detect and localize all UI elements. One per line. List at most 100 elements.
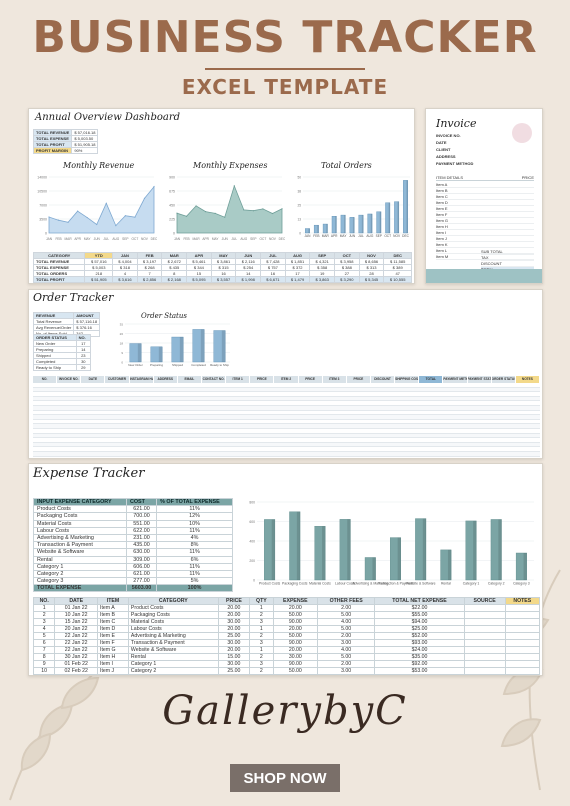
data-point	[105, 202, 107, 204]
log-cell: Item I	[97, 660, 129, 668]
log-cell: $92.00	[374, 660, 465, 668]
log-notes-cell	[504, 632, 541, 640]
x-tick-label: DEC	[151, 237, 157, 241]
expense-summary-row: Material Costs 551.00 10%	[33, 519, 233, 528]
y-tick-label: 10500	[37, 190, 47, 194]
bar-shade	[200, 329, 205, 362]
order-table-rows	[33, 383, 540, 457]
annual-cell: $ 1,479	[284, 276, 311, 283]
x-tick-label: APR	[202, 237, 209, 241]
log-row: 3 15 Jan 22 Item C Material Costs 30.00 3 90.0…	[32, 618, 541, 626]
x-tick-label: JUL	[103, 237, 109, 241]
x-tick-label: Transaction & Payment	[378, 581, 413, 585]
summary-header-percent: % OF TOTAL EXPENSE	[156, 497, 233, 507]
data-point	[96, 223, 98, 226]
invoice-item: Item B	[436, 188, 534, 194]
x-tick-label: OCT	[384, 234, 391, 238]
log-cell: 22 Jan 22	[54, 632, 98, 640]
order-column-header: INVOICE NO.	[57, 376, 82, 383]
log-cell: 3.00	[316, 667, 376, 675]
expense-summary-cell: Category 1	[33, 562, 127, 571]
log-header-cell: EXPENSE	[272, 597, 318, 605]
log-source-cell	[463, 625, 506, 633]
expense-summary-cell: Advertising & Marketing	[33, 533, 127, 543]
log-cell: 2.00	[316, 660, 376, 668]
expense-summary-cell: 8%	[156, 541, 233, 550]
x-tick-label: Shipped	[172, 363, 183, 367]
log-row: 9 01 Feb 22 Item I Category 1 30.00 3 90.00 2.0…	[32, 660, 541, 668]
annual-monthly-table: CATEGORY YTD JAN FEB MAR APR MAY JUN JUL AUG SEP OC…	[32, 252, 412, 283]
log-cell: 5.00	[316, 653, 376, 661]
x-tick-label: SEP	[250, 237, 256, 241]
order-row	[33, 401, 540, 406]
order-stat-label: Avg Revenue/Order	[32, 324, 75, 331]
log-cell: $25.00	[374, 625, 465, 633]
expense-summary-row: Labour Costs 622.00 11%	[33, 526, 233, 535]
expense-summary-cell: Material Costs	[33, 519, 127, 528]
bar	[490, 519, 502, 581]
y-tick-label: 18	[120, 342, 124, 346]
invoice-item: Item L	[436, 248, 534, 254]
log-source-cell	[463, 611, 506, 619]
y-tick-label: 26	[120, 332, 124, 336]
bar-shade	[344, 215, 346, 233]
log-header-cell: QTY	[249, 597, 274, 605]
invoice-item: Item A	[436, 182, 534, 188]
log-notes-cell	[504, 653, 541, 661]
log-cell: 22 Jan 22	[54, 639, 98, 647]
log-cell: 50.00	[272, 632, 318, 640]
y-tick-label: 14000	[37, 176, 47, 180]
expense-summary-cell: 12%	[156, 512, 233, 521]
log-cell: 2.00	[316, 604, 376, 612]
log-cell: Product Costs	[127, 604, 219, 612]
summary-total-percent: 100%	[156, 584, 233, 593]
log-cell: $24.00	[374, 646, 465, 654]
log-cell: $52.00	[374, 632, 465, 640]
log-cell: 30.00	[217, 618, 251, 626]
x-tick-label: JUN	[94, 237, 101, 241]
invoice-fields: INVOICE NO. DATE CLIENT ADDRESS PAYMENT METH…	[436, 133, 506, 168]
annual-cell: $ 2,168	[161, 276, 188, 283]
shop-now-button[interactable]: SHOP NOW	[230, 764, 340, 792]
summary-label: TOTAL REVENUE	[32, 129, 73, 136]
x-tick-label: JAN	[46, 237, 53, 241]
summary-total-label: TOTAL EXPENSE	[33, 584, 127, 593]
bar	[331, 216, 337, 234]
log-cell: 5.00	[316, 625, 376, 633]
bar	[349, 217, 355, 234]
log-cell: 20 Jan 22	[54, 625, 98, 633]
order-row	[33, 406, 540, 411]
invoice-logo	[512, 123, 532, 143]
bar	[403, 180, 408, 234]
invoice-field-label: DATE	[436, 140, 447, 145]
log-cell: 5.00	[316, 611, 376, 619]
order-column-header: DATE	[81, 376, 106, 383]
expense-summary-cell: 10%	[156, 519, 233, 528]
x-tick-label: Category 3	[513, 581, 530, 585]
brand-signature: GallerybyC	[162, 688, 408, 734]
order-row	[33, 387, 540, 393]
log-cell: 02 Feb 22	[54, 667, 98, 675]
log-cell: Item J	[97, 667, 129, 675]
x-tick-label: FEB	[313, 234, 319, 238]
y-tick-label: 0	[299, 232, 301, 236]
expense-summary-cell: Category 2	[33, 569, 127, 579]
x-tick-label: Labour Costs	[335, 581, 355, 585]
log-cell: 25.00	[217, 632, 251, 640]
log-source-cell	[463, 653, 506, 661]
log-cell: 3	[32, 618, 56, 626]
log-cell: 8	[32, 653, 56, 661]
bar-shade	[335, 216, 337, 233]
log-cell: 1	[249, 646, 274, 654]
invoice-field-label: CLIENT	[436, 147, 451, 152]
log-cell: 20.00	[272, 604, 318, 612]
data-point	[271, 212, 274, 215]
bar	[314, 526, 326, 581]
log-cell: 01 Jan 22	[54, 604, 98, 612]
x-tick-label: Packaging Costs	[282, 581, 308, 585]
y-tick-label: 400	[249, 540, 255, 544]
log-row: 1 01 Jan 22 Item A Product Costs 20.00 1 20.00…	[32, 604, 541, 612]
summary-label: PROFIT MARGIN	[32, 147, 73, 154]
log-cell: 4.00	[316, 646, 376, 654]
